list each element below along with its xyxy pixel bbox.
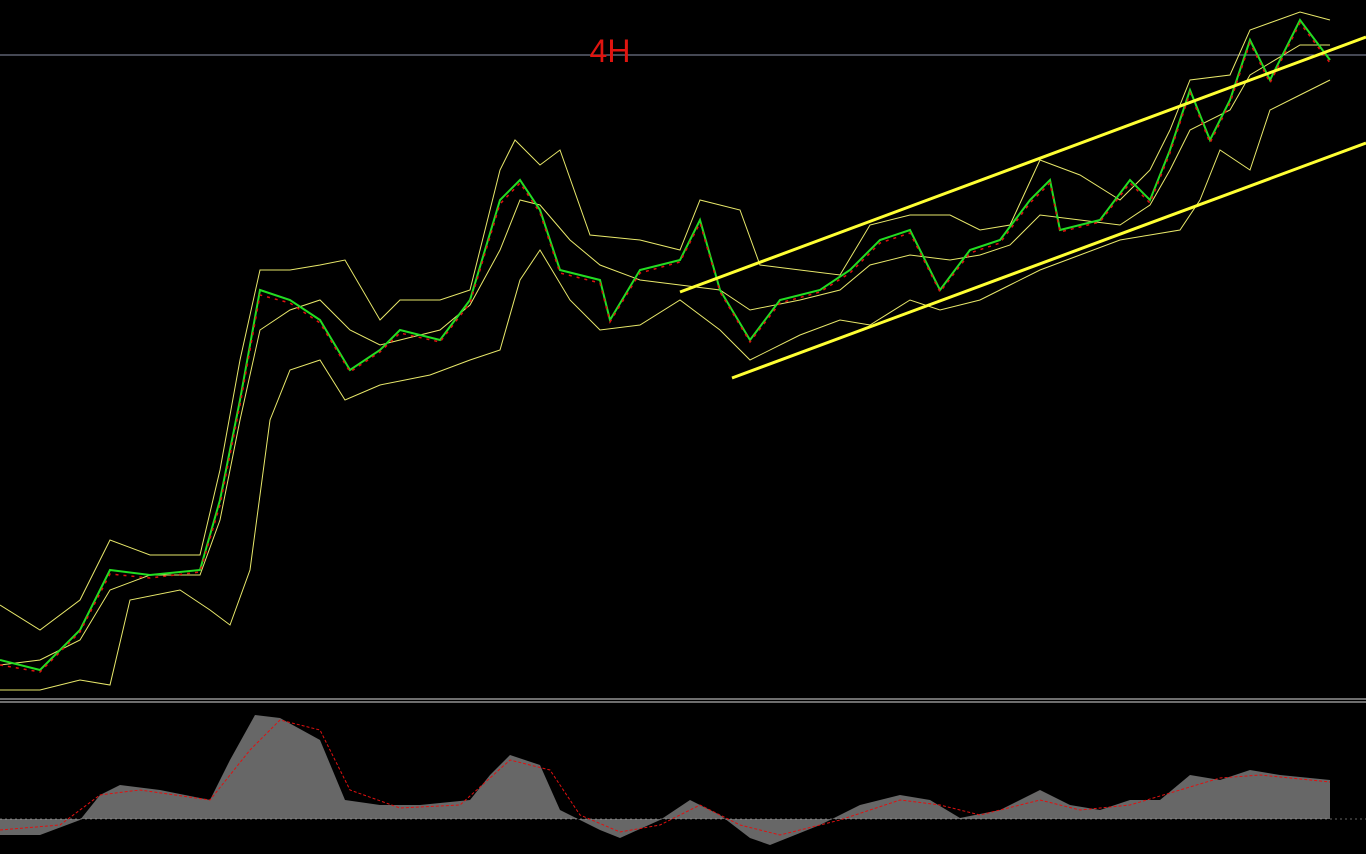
price-path: [0, 18, 1331, 672]
timeframe-label: 4H: [590, 33, 631, 69]
middle-band: [0, 44, 1330, 666]
channel-lower: [731, 141, 1366, 380]
trend-channel: [679, 35, 1366, 380]
price-path-red: [0, 21, 1331, 673]
lower-band: [0, 79, 1331, 691]
oscillator-histogram: [0, 715, 1330, 845]
oscillator-signal: [0, 719, 1331, 836]
upper-band: [0, 11, 1331, 631]
bollinger-bands: [0, 11, 1331, 691]
channel-upper: [679, 35, 1366, 294]
